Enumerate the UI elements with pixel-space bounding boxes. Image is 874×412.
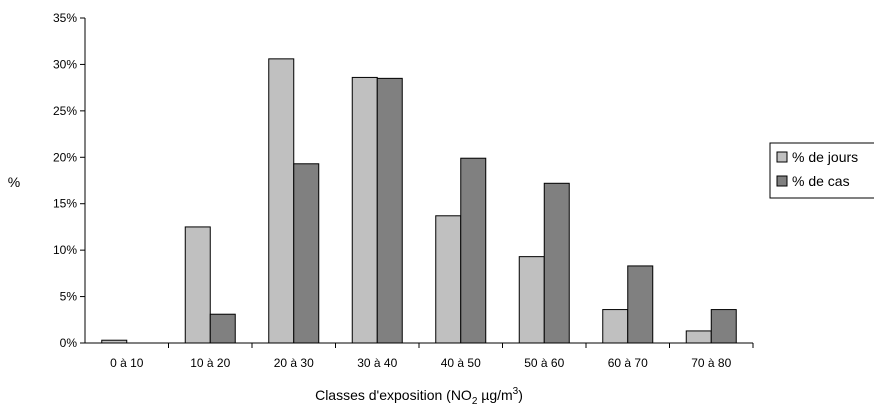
y-tick-label: 25%: [53, 104, 77, 118]
bar-cas: [293, 163, 320, 344]
bar-jours: [685, 330, 712, 344]
bar-jours: [184, 226, 211, 344]
bar-jours: [351, 76, 378, 344]
bar-jours: [602, 309, 629, 344]
bar-cas: [627, 265, 654, 344]
x-tick-label: 30 à 40: [357, 356, 397, 370]
bar-jours: [435, 215, 462, 344]
x-tick-label: 70 à 80: [691, 356, 731, 370]
legend-label: % de cas: [792, 173, 850, 189]
x-tick-label: 10 à 20: [190, 356, 230, 370]
bar-cas: [376, 77, 403, 344]
bar-series: [101, 58, 737, 344]
bar-cas: [543, 182, 570, 344]
y-axis-label: %: [8, 174, 20, 190]
legend-swatch: [776, 175, 788, 187]
bar-jours: [268, 58, 295, 344]
x-axis-label-superscript: 3: [513, 386, 519, 397]
x-tick-label: 50 à 60: [524, 356, 564, 370]
legend-swatch: [776, 151, 788, 163]
x-axis-ticks: 0 à 10 10 à 20 20 à 30 30 à 40 40 à 50 50 à 6…: [110, 343, 754, 370]
legend-label: % de jours: [792, 149, 858, 165]
bar-cas: [209, 313, 236, 344]
x-axis-label-subscript: 2: [472, 396, 478, 407]
y-tick-label: 30%: [53, 57, 77, 71]
bar-jours: [518, 256, 545, 344]
y-tick-label: 0%: [60, 336, 78, 350]
y-axis-ticks: 0% 5% 10% 15% 20% 25% 30% 35%: [53, 11, 85, 350]
x-tick-label: 60 à 70: [608, 356, 648, 370]
x-axis-label-unit: µg/m: [477, 387, 512, 403]
x-tick-label: 40 à 50: [441, 356, 481, 370]
bar-cas: [460, 157, 487, 344]
x-axis-label-prefix: Classes d'exposition (NO: [315, 387, 472, 403]
y-tick-label: 15%: [53, 197, 77, 211]
y-tick-label: 5%: [60, 290, 78, 304]
y-tick-label: 20%: [53, 150, 77, 164]
x-tick-label: 0 à 10: [110, 356, 144, 370]
x-axis-label: Classes d'exposition (NO2 µg/m3): [315, 386, 523, 407]
y-tick-label: 35%: [53, 11, 77, 25]
y-tick-label: 10%: [53, 243, 77, 257]
legend: % de jours % de cas: [769, 142, 874, 199]
x-axis-label-suffix: ): [518, 387, 523, 403]
bar-cas: [710, 309, 737, 344]
x-tick-label: 20 à 30: [274, 356, 314, 370]
